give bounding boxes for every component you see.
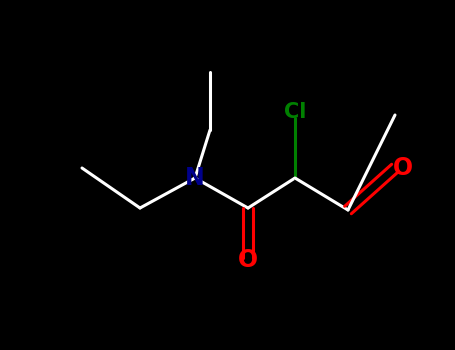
Text: O: O	[393, 156, 413, 180]
Text: O: O	[238, 248, 258, 272]
Text: Cl: Cl	[284, 102, 306, 122]
Text: N: N	[185, 166, 205, 190]
